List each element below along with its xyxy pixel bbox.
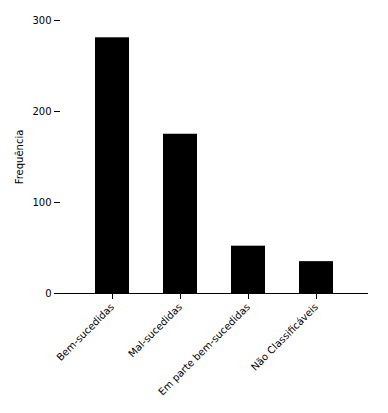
- svg-text:300: 300: [32, 15, 51, 26]
- svg-text:Mal-sucedidas: Mal-sucedidas: [126, 301, 184, 359]
- svg-text:Não Classificáveis: Não Classificáveis: [249, 301, 320, 372]
- svg-text:Frequência: Frequência: [14, 130, 25, 185]
- svg-text:0: 0: [45, 288, 51, 299]
- svg-text:Bem-sucedidas: Bem-sucedidas: [54, 301, 116, 363]
- svg-text:100: 100: [32, 197, 51, 208]
- svg-text:200: 200: [32, 106, 51, 117]
- svg-text:Em parte bem-sucedidas: Em parte bem-sucedidas: [156, 301, 252, 397]
